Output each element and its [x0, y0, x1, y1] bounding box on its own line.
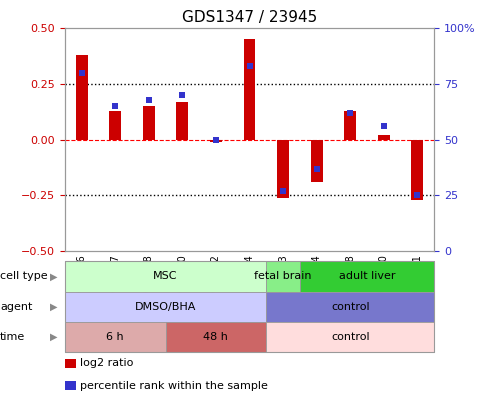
Bar	[344, 111, 356, 140]
Text: DMSO/BHA: DMSO/BHA	[135, 302, 196, 312]
Bar	[311, 140, 322, 182]
Text: ▶: ▶	[50, 332, 57, 342]
Bar	[109, 111, 121, 140]
Bar	[412, 140, 423, 200]
Text: 6 h: 6 h	[106, 332, 124, 342]
Text: percentile rank within the sample: percentile rank within the sample	[80, 381, 268, 390]
Text: cell type: cell type	[0, 271, 47, 281]
Text: ▶: ▶	[50, 302, 57, 312]
Text: log2 ratio: log2 ratio	[80, 358, 133, 368]
Text: agent: agent	[0, 302, 32, 312]
Text: 48 h: 48 h	[204, 332, 229, 342]
Bar	[143, 106, 155, 140]
Bar	[244, 39, 255, 140]
Bar	[76, 55, 87, 140]
Text: ▶: ▶	[50, 271, 57, 281]
Bar	[277, 140, 289, 198]
Text: adult liver: adult liver	[339, 271, 395, 281]
Text: fetal brain: fetal brain	[254, 271, 312, 281]
Bar	[177, 102, 188, 140]
Bar	[378, 135, 390, 140]
Bar	[210, 140, 222, 142]
Text: GDS1347 / 23945: GDS1347 / 23945	[182, 10, 317, 25]
Text: control: control	[331, 332, 370, 342]
Text: time: time	[0, 332, 25, 342]
Text: MSC: MSC	[153, 271, 178, 281]
Text: control: control	[331, 302, 370, 312]
